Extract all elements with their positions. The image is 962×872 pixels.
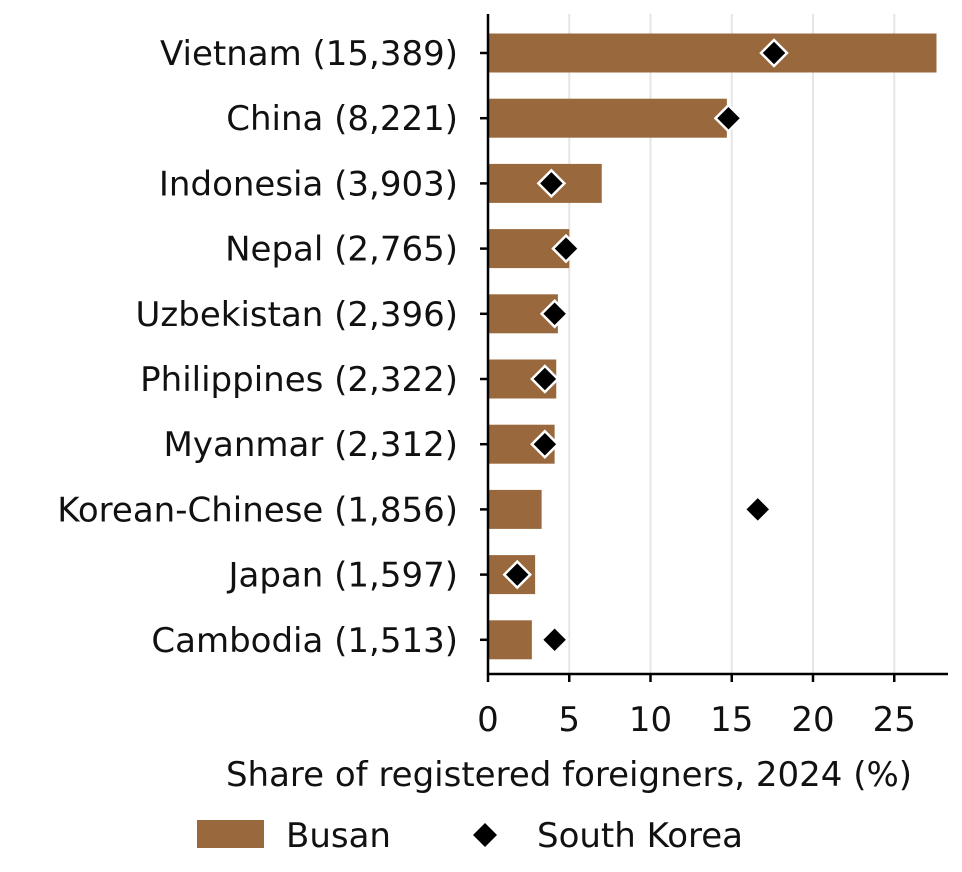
south-korea-markers [502,38,789,655]
marker-japan [502,559,533,590]
axes [480,14,948,682]
category-label-vietnam: Vietnam (15,389) [160,34,458,74]
x-tick-label-25: 25 [873,700,916,740]
category-label-nepal: Nepal (2,765) [225,230,458,270]
bar-china [488,98,727,138]
category-label-china: China (8,221) [226,99,458,139]
category-label-philippines: Philippines (2,322) [140,360,458,400]
legend: Busan South Korea [197,816,743,856]
legend-busan-swatch [197,820,264,848]
x-tick-label-5: 5 [558,700,580,740]
busan-bars [488,33,937,660]
x-tick-labels: 0 5 10 15 20 25 [477,700,916,740]
marker-vietnam [759,38,789,68]
category-label-uzbekistan: Uzbekistan (2,396) [136,295,458,335]
category-label-myanmar: Myanmar (2,312) [164,425,458,465]
legend-south-korea-marker [473,823,497,847]
legend-south-korea-label: South Korea [537,816,743,856]
marker-indonesia [536,168,567,199]
x-tick-label-0: 0 [477,700,499,740]
marker-uzbekistan [539,299,570,329]
category-labels: Vietnam (15,389) China (8,221) Indonesia (… [57,34,458,661]
marker-philippines [530,364,560,394]
marker-korean-chinese [742,494,773,525]
category-label-japan: Japan (1,597) [227,556,459,596]
bar-cambodia [488,620,532,660]
category-label-cambodia: Cambodia (1,513) [151,621,458,661]
bar-vietnam [488,33,937,73]
category-label-indonesia: Indonesia (3,903) [159,164,458,204]
x-axis-title: Share of registered foreigners, 2024 (%) [226,755,912,795]
x-tick-label-20: 20 [791,700,834,740]
category-label-korean-chinese: Korean-Chinese (1,856) [57,490,458,530]
marker-cambodia [539,625,570,655]
marker-china [713,103,744,133]
bar-korean-chinese [488,489,542,529]
marker-nepal [551,233,581,264]
x-tick-label-10: 10 [629,700,672,740]
x-tick-label-15: 15 [710,700,753,740]
legend-busan-label: Busan [286,816,391,856]
marker-myanmar [530,429,560,459]
